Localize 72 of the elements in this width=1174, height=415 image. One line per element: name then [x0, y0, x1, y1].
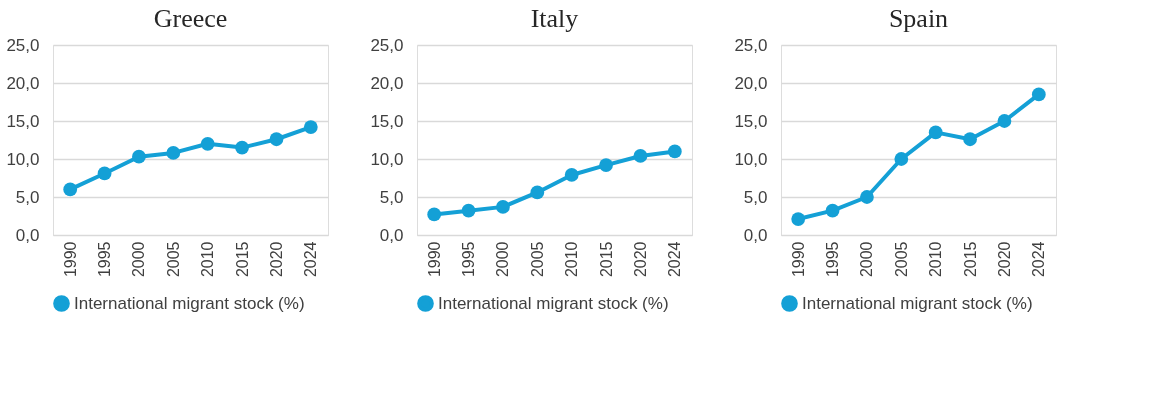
x-tick-label: 2005 [892, 241, 910, 278]
legend-label: International migrant stock (%) [74, 293, 305, 313]
y-tick-label: 15,0 [734, 111, 768, 131]
chart-title: Italy [530, 4, 579, 33]
x-tick-label: 2005 [528, 241, 546, 278]
x-tick-label: 2010 [927, 241, 945, 278]
point [132, 149, 146, 164]
point [269, 132, 284, 147]
y-tick-label: 0,0 [15, 225, 40, 245]
x-tick-label: 2020 [267, 241, 285, 278]
x-tick-label: 2015 [597, 241, 615, 278]
point [825, 203, 840, 218]
y-tick-label: 10,0 [6, 149, 40, 169]
point [63, 182, 78, 197]
point [166, 146, 181, 160]
legend-label: International migrant stock (%) [438, 293, 669, 313]
point [860, 190, 874, 204]
point [200, 136, 215, 151]
point [894, 152, 909, 166]
point [564, 168, 579, 182]
point [997, 114, 1012, 128]
x-tick-label: 1990 [61, 241, 79, 278]
point [599, 158, 613, 172]
y-tick-label: 5,0 [743, 187, 768, 207]
chart-title: Greece [153, 4, 228, 33]
point [303, 120, 318, 134]
x-tick-label: 2024 [1030, 241, 1048, 278]
y-tick-label: 15,0 [370, 111, 404, 131]
y-tick-label: 0,0 [743, 225, 768, 245]
x-tick-label: 2024 [302, 241, 320, 278]
y-tick-label: 20,0 [370, 73, 404, 93]
y-tick-label: 25,0 [734, 35, 768, 55]
x-tick-label: 2010 [563, 241, 581, 278]
x-tick-label: 2015 [233, 241, 251, 278]
y-tick-label: 5,0 [379, 187, 404, 207]
x-tick-label: 1995 [460, 241, 478, 278]
x-tick-label: 2010 [199, 241, 217, 278]
chart-title: Spain [888, 4, 949, 33]
x-tick-label: 2000 [494, 241, 512, 278]
y-tick-label: 25,0 [370, 35, 404, 55]
y-tick-label: 15,0 [6, 111, 40, 131]
point [530, 185, 545, 200]
point [791, 212, 806, 226]
y-tick-label: 20,0 [6, 73, 40, 93]
point [928, 125, 943, 140]
point [633, 149, 648, 163]
x-tick-label: 2005 [164, 241, 182, 278]
x-tick-label: 1995 [96, 241, 114, 278]
legend-label: International migrant stock (%) [802, 293, 1033, 313]
x-tick-label: 2020 [995, 241, 1013, 278]
x-tick-label: 2024 [666, 241, 684, 278]
x-tick-label: 2000 [858, 241, 876, 278]
point [427, 207, 442, 222]
point [667, 144, 682, 159]
y-tick-label: 10,0 [370, 149, 404, 169]
x-tick-label: 1990 [425, 241, 443, 278]
point [235, 140, 249, 155]
x-tick-label: 1990 [789, 241, 807, 278]
y-tick-label: 10,0 [734, 149, 768, 169]
x-tick-label: 1995 [824, 241, 842, 278]
y-tick-label: 5,0 [15, 187, 40, 207]
x-tick-label: 2020 [631, 241, 649, 278]
point [963, 132, 977, 147]
x-tick-label: 2015 [961, 241, 979, 278]
point [496, 200, 510, 214]
y-tick-label: 20,0 [734, 73, 768, 93]
x-tick-label: 2000 [130, 241, 148, 278]
y-tick-label: 0,0 [379, 225, 404, 245]
point [1031, 87, 1046, 102]
point [461, 203, 476, 218]
y-tick-label: 25,0 [6, 35, 40, 55]
point [97, 166, 112, 181]
